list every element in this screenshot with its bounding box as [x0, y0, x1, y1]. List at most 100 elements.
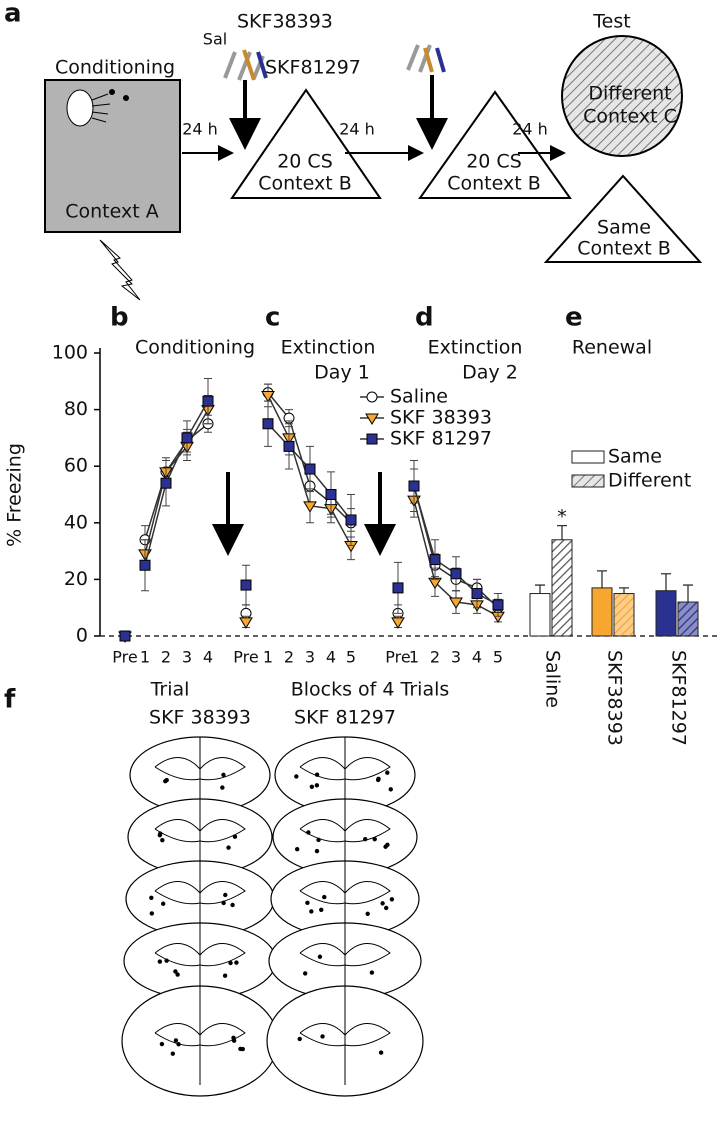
placement-dot — [157, 832, 163, 838]
placement-dot — [160, 901, 166, 906]
marker — [345, 514, 357, 526]
drug-label: SKF38393 — [237, 11, 333, 33]
marker — [492, 599, 504, 611]
marker — [283, 440, 295, 452]
placement-dot — [384, 905, 389, 911]
marker — [471, 588, 483, 600]
syringe — [435, 47, 446, 73]
drug-label: SKF81297 — [265, 57, 361, 79]
placement-dot — [164, 777, 169, 783]
error-bar — [683, 584, 693, 603]
placement-dot — [176, 1042, 181, 1047]
saline-label: Sal — [203, 30, 227, 49]
placement-dot — [173, 1038, 179, 1043]
panel-f: f SKF 38393 SKF 81297 — [4, 685, 424, 1097]
placement-dot — [221, 772, 226, 778]
panel-letter: a — [4, 0, 22, 29]
x-tick-label: 4 — [472, 648, 482, 667]
syringe — [256, 51, 268, 79]
placement-dot — [372, 836, 377, 842]
placement-dot — [363, 836, 368, 842]
placement-dot — [297, 1036, 302, 1042]
bar — [529, 593, 551, 637]
legend-swatch — [571, 474, 605, 488]
ventricle — [154, 757, 246, 781]
x-tick-label: 2 — [284, 648, 294, 667]
cs-label: 20 CS — [277, 151, 333, 173]
context-label: Context B — [447, 173, 541, 195]
placement-dot — [378, 1050, 384, 1055]
x-tick-label: 1 — [140, 648, 150, 667]
x-tick-label: 1 — [409, 648, 419, 667]
marker — [160, 477, 172, 489]
panel-letter: c — [265, 303, 280, 333]
placement-dot — [322, 894, 327, 900]
context-b-triangle — [543, 174, 703, 263]
x-tick-label: 4 — [203, 648, 213, 667]
marker — [450, 568, 462, 580]
x-tick-label: 3 — [451, 648, 461, 667]
legend-label: SKF 81297 — [390, 428, 492, 450]
placement-dot — [385, 770, 390, 775]
placement-dot — [365, 911, 370, 917]
marker — [240, 579, 252, 591]
context-label: Context B — [577, 238, 671, 260]
placement-dot — [383, 844, 388, 849]
placement-dot — [157, 959, 163, 964]
ventricle — [154, 943, 246, 967]
panel-title: Renewal — [572, 337, 652, 359]
legend-label: Different — [608, 470, 691, 492]
placement-dot — [309, 909, 314, 914]
placement-dot — [149, 911, 155, 916]
syringe — [423, 47, 434, 73]
placement-dot — [220, 785, 225, 790]
placement-dot — [316, 837, 321, 843]
placement-dot — [320, 1034, 325, 1039]
y-tick-label: 100 — [52, 342, 88, 364]
placement-dot — [389, 897, 395, 902]
category-label: Saline — [542, 650, 564, 708]
legend-label: Saline — [390, 386, 448, 408]
context-b-triangle — [418, 90, 572, 199]
error-bar — [597, 570, 607, 588]
group-label: SKF 81297 — [294, 707, 396, 729]
marker — [304, 463, 316, 475]
marker — [391, 617, 405, 629]
x-axis-label: Trial — [150, 679, 190, 701]
bar — [655, 590, 677, 637]
marker — [139, 559, 151, 571]
y-tick-label: 0 — [76, 625, 88, 647]
legend-label: SKF 38393 — [390, 407, 492, 429]
ventricle — [299, 819, 391, 843]
marker — [449, 597, 463, 610]
placement-dot — [369, 970, 375, 975]
ventricle — [299, 881, 391, 905]
placement-dot — [376, 776, 381, 781]
context-label: Different — [588, 83, 671, 105]
context-label: Context C — [583, 106, 677, 128]
placement-dot — [173, 969, 178, 974]
placement-dot — [230, 902, 235, 908]
placement-dot — [159, 1041, 165, 1047]
error-bar — [661, 573, 671, 591]
panel-letter: b — [110, 303, 129, 333]
placement-dot — [309, 784, 315, 789]
ventricle — [154, 881, 246, 905]
ventricle — [299, 943, 391, 967]
legend-swatch — [571, 450, 605, 464]
marker — [303, 501, 317, 513]
placement-dot — [160, 838, 165, 843]
panel-letter: e — [565, 303, 583, 333]
category-label: SKF38393 — [604, 650, 626, 746]
speaker-icon — [66, 89, 94, 127]
marker — [325, 489, 337, 500]
x-tick-label: Pre — [112, 648, 137, 667]
bar — [551, 539, 573, 637]
placement-dot — [149, 895, 154, 900]
error-bar — [619, 587, 629, 594]
placement-dot — [164, 958, 169, 963]
placement-dot — [302, 971, 308, 976]
y-tick-label: 20 — [64, 568, 88, 590]
syringe — [242, 49, 256, 81]
delay-label: 24 h — [182, 120, 218, 139]
